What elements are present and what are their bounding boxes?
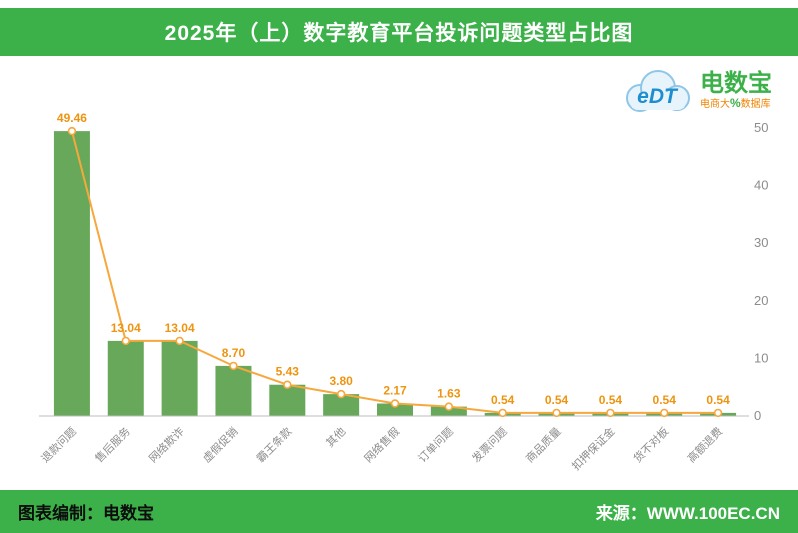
x-category-label-9: 商品质量 (523, 424, 564, 465)
chart-header-bar: 2025年（上）数字教育平台投诉问题类型占比图 (0, 8, 798, 56)
value-label-6: 2.17 (383, 384, 407, 398)
y-tick-label: 50 (754, 120, 768, 135)
value-label-9: 0.54 (545, 393, 569, 407)
edb-logo: eDT 电数宝 电商大%数据库 (616, 62, 786, 120)
line-marker-12 (713, 408, 723, 418)
value-label-5: 3.80 (329, 374, 353, 388)
line-marker-2 (175, 336, 184, 346)
line-marker-7 (444, 402, 454, 411)
value-label-2: 13.04 (165, 321, 195, 335)
logo-brand: 电数宝 (700, 70, 772, 97)
value-label-7: 1.63 (437, 387, 461, 401)
footer-bar: 图表编制：电数宝 来源：WWW.100EC.CN (0, 490, 798, 533)
footer-source: 来源：WWW.100EC.CN (595, 504, 780, 523)
line-marker-4 (283, 380, 292, 389)
x-category-label-5: 其他 (324, 425, 349, 450)
value-label-12: 0.54 (706, 393, 730, 407)
y-tick-label: 40 (754, 178, 768, 193)
line-marker-9 (552, 408, 561, 418)
bar-3 (215, 365, 252, 416)
line-marker-1 (121, 336, 130, 346)
x-category-label-12: 高额退费 (684, 424, 725, 465)
line-marker-11 (660, 408, 669, 418)
x-category-label-1: 售后服务 (92, 424, 133, 465)
footer-credit: 图表编制：电数宝 (18, 504, 154, 523)
y-tick-label: 20 (754, 293, 768, 308)
line-marker-5 (336, 389, 346, 399)
line-marker-8 (498, 408, 507, 418)
value-label-0: 49.46 (57, 111, 87, 125)
value-label-8: 0.54 (491, 393, 515, 407)
bar-1 (107, 340, 144, 416)
y-tick-label: 10 (754, 350, 768, 365)
x-category-label-0: 退款问题 (38, 424, 79, 465)
line-marker-10 (606, 408, 615, 418)
value-label-3: 8.70 (222, 346, 246, 360)
line-marker-3 (229, 361, 238, 371)
chart-canvas: 0 10 20 30 40 50 49.46 13.04 13.04 8.70 5.43 3.80 2.… (38, 111, 768, 473)
bar-line-chart: 0 10 20 30 40 50 49.46 13.04 13.04 8.70 5.43 3.80 2.… (0, 56, 798, 490)
chart-title: 2025年（上）数字教育平台投诉问题类型占比图 (164, 22, 634, 45)
x-category-label-4: 霸王条款 (253, 424, 294, 465)
value-label-11: 0.54 (653, 393, 677, 407)
bar-0 (53, 131, 90, 416)
logo-text: 电数宝 电商大%数据库 (700, 71, 772, 111)
bar-2 (161, 340, 198, 416)
cloud-icon: eDT (616, 62, 698, 120)
x-category-label-11: 货不对板 (630, 424, 671, 465)
x-category-label-2: 网络欺诈 (146, 424, 187, 465)
x-category-label-10: 扣押保证金 (569, 424, 618, 473)
percent-glyph: % (730, 96, 741, 110)
bar-6 (377, 403, 413, 416)
x-category-label-7: 订单问题 (416, 425, 456, 465)
y-tick-label: 0 (754, 408, 761, 423)
logo-tagline: 电商大%数据库 (700, 96, 771, 110)
line-marker-0 (67, 126, 77, 136)
x-category-label-8: 发票问题 (469, 424, 510, 465)
value-label-4: 5.43 (276, 365, 300, 379)
bar-5 (323, 394, 360, 416)
line-marker-6 (390, 399, 400, 408)
x-category-label-3: 虚假促销 (200, 424, 241, 465)
value-label-1: 13.04 (111, 321, 141, 335)
value-label-10: 0.54 (599, 393, 623, 407)
bar-4 (269, 384, 306, 416)
x-category-label-6: 网络售假 (361, 424, 402, 465)
bar-7 (430, 406, 467, 416)
cloud-edt-text: eDT (637, 85, 679, 108)
y-tick-label: 30 (754, 235, 768, 250)
